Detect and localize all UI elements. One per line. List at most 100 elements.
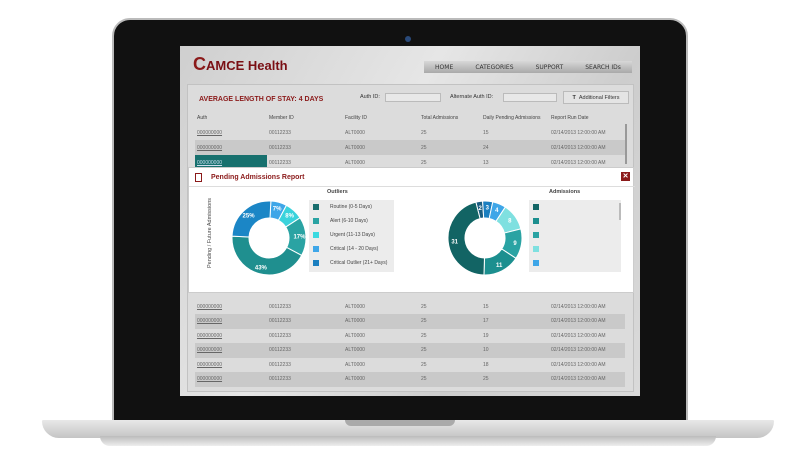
column-header[interactable]: Report Run Date <box>551 114 589 121</box>
auth-link[interactable]: 000000000 <box>197 144 223 151</box>
additional-filters-button[interactable]: T Additional Filters <box>563 91 629 104</box>
column-header[interactable]: Facility ID <box>345 114 367 121</box>
table-cell: 00112233 <box>269 361 291 368</box>
auth-link[interactable]: 000000000 <box>197 376 223 382</box>
legend-label: Critical Outlier (21+ Days) <box>330 260 388 266</box>
nav-support[interactable]: SUPPORT <box>535 63 564 71</box>
table-cell: ALT0000 <box>345 303 365 310</box>
table-cell: 25 <box>483 376 489 382</box>
table-cell: 02/14/2013 12:00:00 AM <box>551 129 606 136</box>
auth-id-input[interactable] <box>385 93 441 102</box>
legend-swatch <box>533 232 539 238</box>
legend-swatch <box>313 232 319 238</box>
filter-icon: T <box>572 94 576 101</box>
outliers-legend: Routine (0-5 Days) Alert (6-10 Days) Urgen… <box>309 200 394 272</box>
outliers-donut: 7%8% 17% 43% 25% <box>231 200 307 276</box>
table-cell: 25 <box>421 318 427 324</box>
nav-home[interactable]: HOME <box>435 63 454 71</box>
donut-slice[interactable] <box>231 200 272 238</box>
table-cell: ALT0000 <box>345 318 365 324</box>
table-cell: 25 <box>421 144 427 151</box>
close-icon[interactable]: ✕ <box>621 172 630 181</box>
table-cell: 00112233 <box>269 129 291 136</box>
column-header[interactable]: Daily Pending Admissions <box>483 114 541 121</box>
table-cell: 00112233 <box>269 347 291 353</box>
table-row: 000000000 00112233 ALT0000 25 13 02/14/2013 1… <box>195 155 625 170</box>
slice-label: 25% <box>243 213 256 219</box>
legend-item[interactable] <box>529 200 621 214</box>
legend-item[interactable]: Critical Outlier (21+ Days) <box>309 256 394 270</box>
column-header[interactable]: Auth <box>197 114 208 121</box>
table-row: 000000000 00112233 ALT0000 25 25 02/14/2013 1… <box>195 371 625 387</box>
nav-search-ids[interactable]: SEARCH IDs <box>585 63 621 71</box>
screen: CAMCE Health HOME CATEGORIES SUPPORT SEA… <box>180 46 640 396</box>
table-cell: 00112233 <box>269 318 291 324</box>
slice-label: 2 <box>479 206 483 212</box>
slice-label: 3 <box>486 206 490 212</box>
nav-categories[interactable]: CATEGORIES <box>475 63 514 71</box>
table-cell: 25 <box>421 361 427 368</box>
admissions-donut: 2 3 4 8 9 11 31 <box>447 200 523 276</box>
table-cell: ALT0000 <box>345 347 365 353</box>
admissions-title: Admissions <box>549 189 581 195</box>
laptop-base-foot <box>100 436 716 446</box>
outliers-title: Outliers <box>327 189 348 195</box>
legend-scrollbar[interactable] <box>619 203 621 220</box>
table-cell: 24 <box>483 144 489 151</box>
table-cell: ALT0000 <box>345 129 365 136</box>
table-cell: 00112233 <box>269 376 291 382</box>
table-cell: 02/14/2013 12:00:00 AM <box>551 347 606 353</box>
auth-link[interactable]: 000000000 <box>197 318 223 324</box>
legend-item[interactable] <box>529 228 621 242</box>
table-cell: ALT0000 <box>345 144 365 151</box>
legend-item[interactable]: Routine (0-5 Days) <box>309 200 394 214</box>
table-cell: ALT0000 <box>345 361 365 368</box>
auth-link[interactable]: 000000000 <box>195 155 267 170</box>
legend-item[interactable]: Urgent (11-13 Days) <box>309 228 394 242</box>
column-header[interactable]: Total Admissions <box>421 114 459 121</box>
auth-id-label: Auth ID: <box>360 94 380 100</box>
auth-link[interactable]: 000000000 <box>197 347 223 353</box>
alt-auth-id-input[interactable] <box>503 93 557 102</box>
table-cell: 25 <box>421 347 427 353</box>
table-cell: 02/14/2013 12:00:00 AM <box>551 332 606 339</box>
column-header[interactable]: Member ID <box>269 114 294 121</box>
page-title: AVERAGE LENGTH OF STAY: 4 DAYS <box>199 96 324 103</box>
legend-item[interactable]: Critical (14 - 20 Days) <box>309 242 394 256</box>
table-cell: 02/14/2013 12:00:00 AM <box>551 159 606 166</box>
slice-label: 11 <box>496 263 503 269</box>
donut-slice[interactable] <box>447 201 485 276</box>
slice-label: 43% <box>255 265 268 271</box>
auth-link[interactable]: 000000000 <box>197 332 223 339</box>
modal-title: Pending Admissions Report <box>211 174 305 181</box>
legend-swatch <box>533 218 539 224</box>
laptop-notch <box>345 420 455 426</box>
legend-item[interactable] <box>529 214 621 228</box>
legend-item[interactable]: Alert (6-10 Days) <box>309 214 394 228</box>
divider <box>189 186 635 187</box>
donut-slice[interactable] <box>231 235 303 276</box>
alt-auth-id-label: Alternate Auth ID: <box>450 94 494 100</box>
table-scrollbar[interactable] <box>625 124 627 164</box>
slice-label: 8% <box>285 214 294 220</box>
table-cell: 19 <box>483 332 489 339</box>
table-cell: 25 <box>421 376 427 382</box>
table-cell: 02/14/2013 12:00:00 AM <box>551 376 606 382</box>
table-cell: 13 <box>483 159 489 166</box>
clipboard-icon <box>195 173 202 182</box>
table-cell: 25 <box>421 159 427 166</box>
legend-swatch <box>533 260 539 266</box>
legend-item[interactable] <box>529 242 621 256</box>
table-cell: ALT0000 <box>345 332 365 339</box>
table-cell: 18 <box>483 361 489 368</box>
table-cell: ALT0000 <box>345 376 365 382</box>
legend-swatch <box>533 204 539 210</box>
legend-label: Urgent (11-13 Days) <box>330 232 375 238</box>
table-cell: 15 <box>483 303 489 310</box>
auth-link[interactable]: 000000000 <box>197 361 223 368</box>
auth-link[interactable]: 000000000 <box>197 303 223 310</box>
legend-item[interactable] <box>529 256 621 270</box>
slice-label: 9 <box>513 241 517 247</box>
legend-swatch <box>313 218 319 224</box>
auth-link[interactable]: 000000000 <box>197 129 223 136</box>
